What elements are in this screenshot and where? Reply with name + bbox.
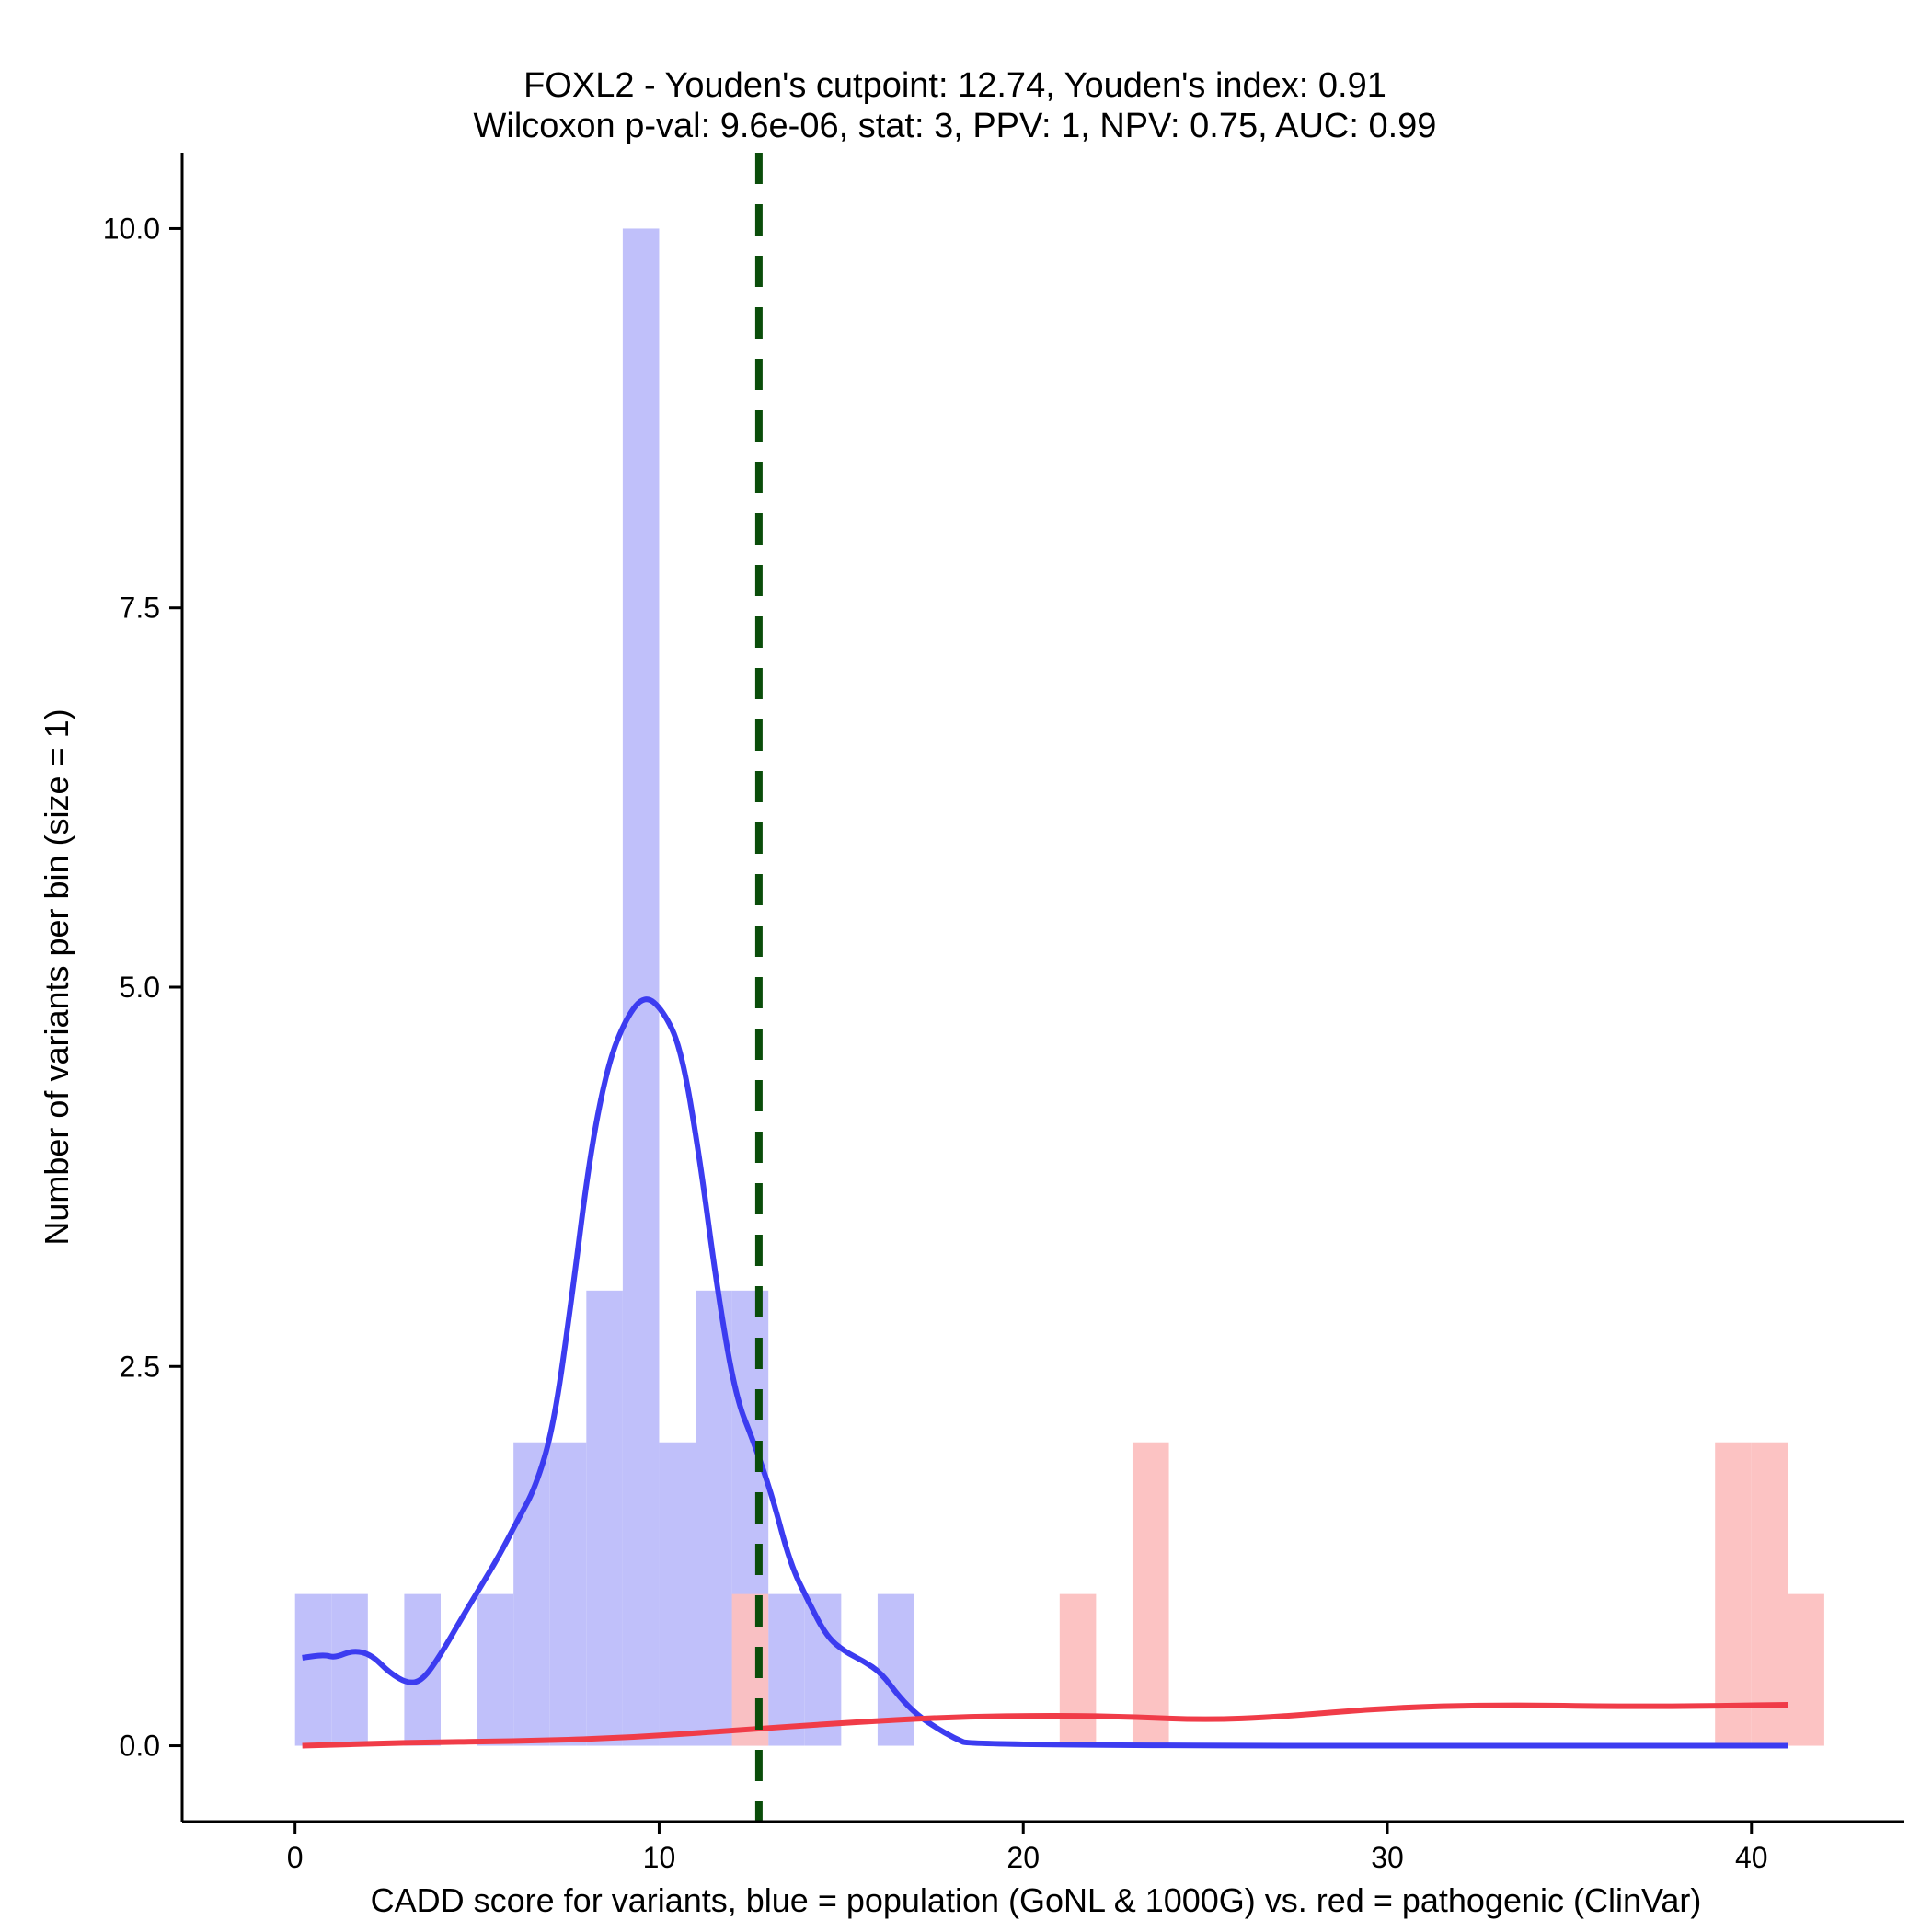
population-bar-6 — [586, 1290, 623, 1746]
pathogenic-bar-3 — [1715, 1442, 1752, 1746]
population-bar-12 — [804, 1593, 842, 1746]
x-axis-ticks: 0 10 20 30 40 — [287, 1822, 1768, 1874]
y-tick-label: 5.0 — [120, 971, 160, 1004]
axes — [180, 153, 1904, 1823]
population-bar-11 — [768, 1593, 805, 1746]
population-bar-5 — [549, 1442, 587, 1746]
x-axis-title: CADD score for variants, blue = populati… — [371, 1881, 1702, 1919]
y-axis-ticks: 0.0 2.5 5.0 7.5 10.0 — [103, 212, 182, 1763]
x-tick-label: 0 — [287, 1841, 304, 1874]
population-bar-1 — [331, 1593, 368, 1746]
pathogenic-density-line — [302, 1702, 1788, 1749]
x-tick-label: 20 — [1006, 1841, 1040, 1874]
y-tick-label: 10.0 — [103, 212, 160, 245]
y-axis-title: Number of variants per bin (size = 1) — [38, 708, 75, 1245]
pathogenic-bar-0 — [731, 1593, 769, 1746]
pathogenic-bar-4 — [1751, 1442, 1788, 1746]
population-density-line — [302, 996, 1788, 1749]
x-tick-label: 10 — [643, 1841, 676, 1874]
chart-title: FOXL2 - Youden's cutpoint: 12.74, Youden… — [523, 66, 1386, 105]
population-bar-9 — [696, 1290, 732, 1746]
y-tick-label: 2.5 — [120, 1350, 160, 1383]
pathogenic-bar-2 — [1132, 1442, 1169, 1746]
y-tick-label: 0.0 — [120, 1730, 160, 1763]
pathogenic-bar-5 — [1788, 1593, 1824, 1746]
population-bars — [294, 228, 914, 1746]
x-tick-label: 40 — [1735, 1841, 1768, 1874]
y-tick-label: 7.5 — [120, 592, 160, 625]
population-bar-7 — [622, 228, 660, 1746]
density-lines — [302, 996, 1788, 1749]
pathogenic-bar-1 — [1059, 1593, 1097, 1746]
x-tick-label: 30 — [1371, 1841, 1404, 1874]
chart-subtitle: Wilcoxon p-val: 9.6e-06, stat: 3, PPV: 1… — [474, 107, 1437, 145]
population-bar-2 — [404, 1593, 441, 1746]
population-bar-8 — [659, 1442, 696, 1746]
population-bar-3 — [477, 1593, 514, 1746]
population-bar-0 — [294, 1593, 332, 1746]
